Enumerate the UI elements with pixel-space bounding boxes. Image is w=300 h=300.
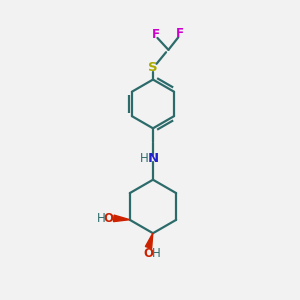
Text: H: H xyxy=(140,152,149,165)
Polygon shape xyxy=(113,215,130,222)
Text: N: N xyxy=(148,152,159,165)
Text: H: H xyxy=(97,212,105,225)
Text: S: S xyxy=(148,61,158,74)
Text: F: F xyxy=(152,28,160,40)
Text: H: H xyxy=(152,247,160,260)
Text: F: F xyxy=(176,27,184,40)
Text: O: O xyxy=(144,247,154,260)
Text: O: O xyxy=(103,212,113,225)
Polygon shape xyxy=(146,233,153,248)
